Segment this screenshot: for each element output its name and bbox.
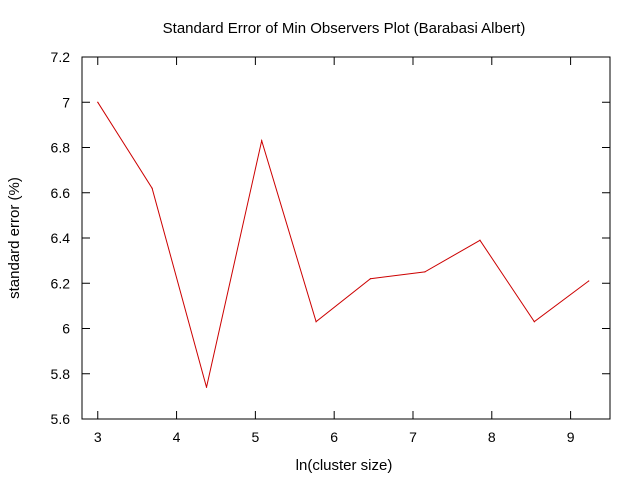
y-tick-label: 6.2 <box>51 275 71 291</box>
y-tick-label: 6.8 <box>51 140 71 156</box>
x-tick-label: 7 <box>409 429 417 445</box>
y-axis: 5.6 5.8 6 6.2 6.4 6.6 6.8 7 7.2 <box>51 49 610 427</box>
data-point <box>369 278 372 280</box>
data-point <box>315 321 317 323</box>
x-tick-label: 6 <box>330 429 338 445</box>
series-layer <box>97 101 590 388</box>
data-point <box>261 140 263 142</box>
y-axis-label: standard error (%) <box>6 177 23 299</box>
data-point <box>424 271 426 273</box>
x-axis: 3 4 5 6 7 8 9 <box>94 57 575 445</box>
y-tick-label: 6.4 <box>51 230 71 246</box>
data-point <box>97 101 99 103</box>
x-tick-label: 5 <box>251 429 259 445</box>
x-tick-label: 9 <box>567 429 575 445</box>
y-tick-label: 6 <box>62 321 70 337</box>
plot-frame <box>81 56 611 420</box>
data-point <box>151 187 153 189</box>
data-point <box>205 386 208 388</box>
data-point <box>588 280 590 282</box>
y-tick-label: 7 <box>62 94 70 110</box>
series-line <box>97 102 589 388</box>
y-tick-label: 6.6 <box>51 185 71 201</box>
y-tick-label: 5.8 <box>51 366 71 382</box>
y-tick-label: 7.2 <box>51 49 71 65</box>
x-tick-label: 3 <box>94 429 102 445</box>
data-point <box>479 239 481 241</box>
chart-title: Standard Error of Min Observers Plot (Ba… <box>163 20 526 37</box>
x-axis-label: ln(cluster size) <box>296 457 393 474</box>
data-point <box>533 321 535 323</box>
x-tick-label: 4 <box>173 429 181 445</box>
y-tick-label: 5.6 <box>51 411 71 427</box>
x-tick-label: 8 <box>488 429 496 445</box>
